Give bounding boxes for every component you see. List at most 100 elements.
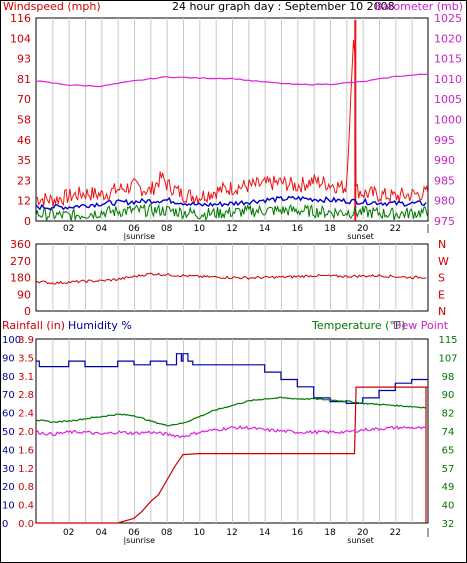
humidity-panel-hour-label: 20 xyxy=(357,528,369,538)
wind-panel-sunrise-label: |sunrise xyxy=(123,232,155,241)
humidity-tick-label: 20 xyxy=(2,482,15,493)
barometer-tick-label: 1010 xyxy=(434,73,462,86)
rainfall-tick-label: 1.2 xyxy=(18,464,34,475)
humidity-panel-hour-label: 02 xyxy=(63,528,74,538)
direction-tick-label: 180 xyxy=(10,272,31,285)
windspeed-axis-label: Windspeed (mph) xyxy=(3,0,101,13)
wind-direction-line xyxy=(35,272,427,285)
barometer-tick-label: 990 xyxy=(434,154,455,167)
humidity-tick-label: 0 xyxy=(2,519,8,530)
temperature-tick-label: 74 xyxy=(442,427,455,438)
wind-panel-hour-label: 22 xyxy=(390,224,401,234)
wind-panel-hour-label: 08 xyxy=(161,224,173,234)
humidity-line xyxy=(36,353,428,404)
wind-panel-hour-label: 18 xyxy=(324,224,336,234)
humidity-tick-label: 100 xyxy=(2,335,21,346)
temperature-tick-label: 57 xyxy=(442,464,455,475)
temperature-tick-label: 40 xyxy=(442,501,455,512)
wind-panel-hour-label: 14 xyxy=(259,224,271,234)
windspeed-tick-label: 70 xyxy=(17,93,31,106)
rainfall-tick-label: 2.0 xyxy=(18,427,34,438)
temperature-tick-label: 98 xyxy=(442,372,455,383)
barometer-tick-label: 1015 xyxy=(434,53,462,66)
windspeed-tick-label: 116 xyxy=(10,12,31,25)
humidity-tick-label: 40 xyxy=(2,445,15,456)
compass-label: W xyxy=(438,255,449,268)
windspeed-line xyxy=(35,39,429,207)
humidity-axis-label: Humidity % xyxy=(68,319,132,332)
windspeed-tick-label: 46 xyxy=(17,134,31,147)
barometer-axis-label: Barometer (mb) xyxy=(375,0,463,13)
dewpoint-line xyxy=(35,425,427,439)
humidity-tick-label: 50 xyxy=(2,427,15,438)
wind-panel-hour-label: 10 xyxy=(194,224,206,234)
windspeed-tick-label: 35 xyxy=(17,154,31,167)
humidity-panel-sunrise-label: |sunrise xyxy=(123,536,155,545)
compass-label: N xyxy=(438,305,446,318)
rainfall-line xyxy=(36,386,428,524)
temperature-tick-label: 82 xyxy=(442,409,455,420)
humidity-panel-hour-label: 08 xyxy=(161,528,173,538)
humidity-tick-label: 90 xyxy=(2,353,15,364)
barometer-tick-label: 1005 xyxy=(434,93,462,106)
temperature-tick-label: 32 xyxy=(442,519,455,530)
wind-panel-hour-label: 20 xyxy=(357,224,369,234)
wind-panel-sunset-label: sunset xyxy=(347,232,374,241)
rainfall-tick-label: 2.8 xyxy=(18,390,34,401)
wind-panel: 1161049381705846352312010251020101510101… xyxy=(10,12,462,241)
barometer-line xyxy=(35,73,429,88)
rainfall-tick-label: 0.4 xyxy=(18,501,34,512)
rainfall-tick-label: 0.0 xyxy=(18,519,34,530)
windspeed-tick-label: 58 xyxy=(17,114,31,127)
temperature-line xyxy=(35,396,427,427)
barometer-tick-label: 1000 xyxy=(434,114,462,127)
humidity-panel-hour-label: 16 xyxy=(292,528,304,538)
wind-panel-hour-label: 02 xyxy=(63,224,74,234)
windspeed-tick-label: 23 xyxy=(17,174,31,187)
direction-tick-label: 270 xyxy=(10,255,31,268)
direction-tick-label: 0 xyxy=(24,305,31,318)
barometer-tick-label: 975 xyxy=(434,215,455,228)
rainfall-tick-label: 2.4 xyxy=(18,409,34,420)
barometer-tick-label: 985 xyxy=(434,174,455,187)
dewpoint-axis-label: Dew Point xyxy=(393,319,449,332)
windspeed-tick-label: 0 xyxy=(24,215,31,228)
humidity-tick-label: 80 xyxy=(2,372,15,383)
wind-panel-hour-end: | xyxy=(426,224,429,234)
direction-tick-label: 360 xyxy=(10,238,31,251)
humidity-panel-hour-label: 12 xyxy=(226,528,237,538)
compass-label: N xyxy=(438,238,446,251)
temperature-tick-label: 90 xyxy=(442,390,455,401)
wind-panel-hour-label: 16 xyxy=(292,224,304,234)
humidity-panel-hour-label: 22 xyxy=(390,528,401,538)
graph-title: 24 hour graph day : September 10 2008 xyxy=(172,0,395,13)
barometer-tick-label: 980 xyxy=(434,195,455,208)
wind-average-line xyxy=(35,195,427,211)
temperature-tick-label: 115 xyxy=(438,335,457,346)
barometer-tick-label: 995 xyxy=(434,134,455,147)
rainfall-tick-label: 3.9 xyxy=(18,335,34,346)
temperature-tick-label: 107 xyxy=(438,353,457,364)
humidity-temp-panel: 10090807060504030201003.93.53.12.82.42.0… xyxy=(2,335,458,545)
humidity-panel-hour-label: 10 xyxy=(194,528,206,538)
barometer-tick-label: 1025 xyxy=(434,12,462,25)
humidity-panel-hour-label: 14 xyxy=(259,528,271,538)
wind-panel-hour-label: 04 xyxy=(96,224,108,234)
windspeed-tick-label: 93 xyxy=(17,53,31,66)
windspeed-tick-label: 81 xyxy=(17,73,31,86)
temperature-tick-label: 65 xyxy=(442,445,455,456)
humidity-tick-label: 30 xyxy=(2,464,15,475)
barometer-tick-label: 1020 xyxy=(434,32,462,45)
wind-panel-hour-label: 12 xyxy=(226,224,237,234)
wind-panel-hour-label: 06 xyxy=(128,224,140,234)
windspeed-tick-label: 12 xyxy=(17,195,31,208)
rainfall-tick-label: 1.6 xyxy=(18,445,34,456)
rainfall-tick-label: 3.1 xyxy=(18,372,34,383)
humidity-tick-label: 60 xyxy=(2,409,15,420)
compass-label: S xyxy=(438,272,445,285)
temperature-tick-label: 49 xyxy=(442,482,455,493)
rainfall-tick-label: 0.8 xyxy=(18,482,34,493)
compass-label: E xyxy=(438,288,445,301)
